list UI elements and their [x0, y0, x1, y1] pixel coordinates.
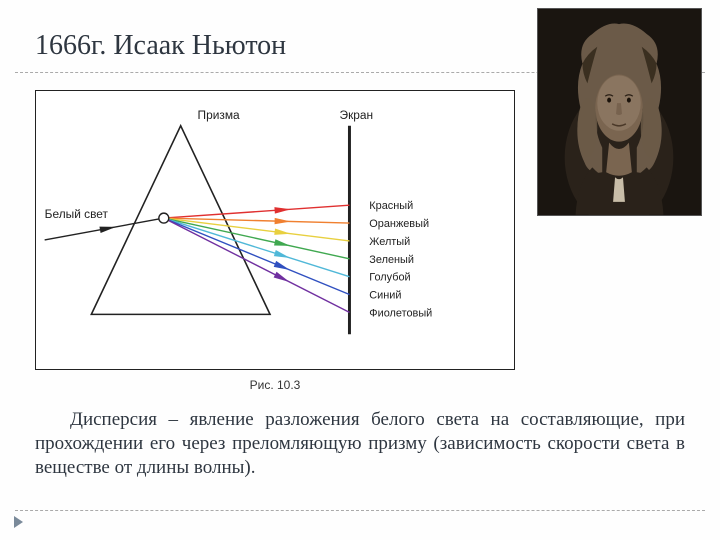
figure-caption: Рис. 10.3 — [35, 378, 515, 392]
label-prism: Призма — [198, 108, 240, 122]
ray-arrow — [274, 250, 290, 258]
spectrum-labels: Красный Оранжевый Желтый Зеленый Голубой Сини… — [369, 200, 432, 319]
color-label: Голубой — [369, 272, 410, 284]
incident-ray-arrow — [99, 227, 116, 233]
label-screen: Экран — [340, 108, 374, 122]
slide-marker-icon — [14, 516, 23, 528]
ray-arrow — [274, 272, 290, 282]
color-label: Фиолетовый — [369, 307, 432, 319]
slide-title: 1666г. Исаак Ньютон — [35, 30, 286, 62]
ray-Голубой — [164, 218, 350, 277]
definition-text: Дисперсия – явление разложения белого св… — [35, 408, 685, 479]
ray-arrow — [274, 261, 290, 270]
dispersion-diagram: Призма Экран Белый свет Красный Оранжевый… — [35, 90, 515, 370]
ray-arrow — [274, 239, 291, 246]
ray-Оранжевый — [164, 218, 350, 223]
divider-bottom — [15, 510, 705, 511]
color-label: Зеленый — [369, 254, 414, 266]
color-label: Синий — [369, 290, 401, 302]
entry-point — [159, 213, 169, 223]
color-label: Желтый — [369, 236, 410, 248]
ray-arrow — [275, 218, 291, 224]
ray-Фиолетовый — [164, 218, 350, 312]
color-label: Красный — [369, 200, 413, 212]
portrait-svg — [538, 9, 701, 215]
ray-arrow — [274, 207, 290, 213]
newton-portrait — [537, 8, 702, 216]
diagram-svg: Призма Экран Белый свет Красный Оранжевый… — [36, 91, 514, 369]
spectrum-rays — [164, 205, 350, 312]
ray-Зеленый — [164, 218, 350, 259]
label-white-light: Белый свет — [45, 207, 109, 221]
ray-Красный — [164, 205, 350, 218]
color-label: Оранжевый — [369, 218, 429, 230]
